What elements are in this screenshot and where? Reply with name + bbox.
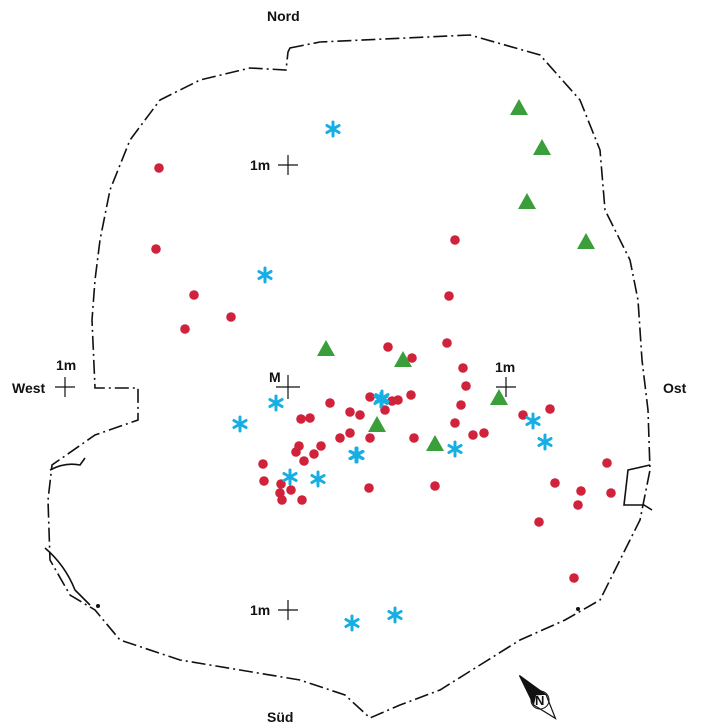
red-circle-marker	[430, 481, 440, 491]
svg-text:M: M	[269, 369, 281, 385]
blue-asterisk-marker	[268, 394, 284, 412]
boundary-east-notch	[623, 464, 653, 511]
east-label: Ost	[663, 380, 687, 396]
boundary-dot-left	[96, 604, 100, 608]
red-circle-marker	[573, 500, 583, 510]
red-circle-marker	[456, 400, 466, 410]
site-boundary	[47, 34, 651, 719]
red-circle-marker	[189, 290, 199, 300]
red-circle-marker	[545, 404, 555, 414]
red-circle-marker	[355, 410, 365, 420]
red-circle-marker	[258, 459, 268, 469]
red-circle-marker	[569, 573, 579, 583]
green-triangle-marker	[426, 435, 444, 451]
grid-cross-center: M	[269, 369, 300, 399]
north-label: Nord	[267, 8, 300, 24]
green-triangle-marker	[577, 233, 595, 249]
blue-asterisk-marker	[325, 120, 341, 138]
red-circle-marker	[383, 342, 393, 352]
red-circle-marker	[291, 447, 301, 457]
red-circle-marker	[286, 485, 296, 495]
red-circle-marker	[154, 163, 164, 173]
red-circle-marker	[305, 413, 315, 423]
red-circle-marker	[406, 390, 416, 400]
red-circle-markers	[151, 163, 616, 583]
red-circle-marker	[458, 363, 468, 373]
svg-text:1m: 1m	[495, 359, 515, 375]
blue-asterisk-marker	[344, 614, 360, 632]
red-circle-marker	[380, 405, 390, 415]
blue-asterisk-marker	[387, 606, 403, 624]
green-triangle-marker	[518, 193, 536, 209]
blue-asterisk-marker	[232, 415, 248, 433]
boundary-southwest	[44, 547, 91, 606]
green-triangle-marker	[510, 99, 528, 115]
north-arrow-icon: N	[518, 675, 557, 720]
green-triangle-marker	[490, 389, 508, 405]
red-circle-marker	[345, 407, 355, 417]
grid-cross-bottom: 1m	[250, 600, 298, 620]
red-circle-marker	[479, 428, 489, 438]
red-circle-marker	[365, 433, 375, 443]
red-circle-marker	[450, 418, 460, 428]
blue-asterisk-marker	[447, 440, 463, 458]
svg-text:1m: 1m	[56, 357, 76, 373]
blue-asterisk-marker	[282, 468, 298, 486]
south-label: Süd	[267, 709, 293, 725]
blue-asterisk-marker	[525, 412, 541, 430]
red-circle-marker	[365, 392, 375, 402]
red-circle-marker	[442, 338, 452, 348]
red-circle-marker	[518, 410, 528, 420]
svg-text:N: N	[535, 693, 544, 708]
red-circle-marker	[364, 483, 374, 493]
red-circle-marker	[180, 324, 190, 334]
green-triangle-marker	[533, 139, 551, 155]
green-triangle-marker	[317, 340, 335, 356]
green-triangle-marker	[394, 351, 412, 367]
red-circle-marker	[450, 235, 460, 245]
red-circle-marker	[468, 430, 478, 440]
green-triangle-marker	[368, 416, 386, 432]
red-circle-marker	[297, 495, 307, 505]
svg-text:1m: 1m	[250, 157, 270, 173]
west-label: West	[12, 380, 46, 396]
red-circle-marker	[299, 456, 309, 466]
red-circle-marker	[277, 495, 287, 505]
red-circle-marker	[606, 488, 616, 498]
blue-asterisk-marker	[537, 433, 553, 451]
red-circle-marker	[534, 517, 544, 527]
boundary-dot-right	[576, 607, 580, 611]
blue-asterisk-marker	[257, 266, 273, 284]
red-circle-marker	[461, 381, 471, 391]
red-circle-marker	[316, 441, 326, 451]
red-circle-marker	[325, 398, 335, 408]
red-circle-marker	[409, 433, 419, 443]
red-circle-marker	[602, 458, 612, 468]
blue-asterisk-marker	[349, 446, 365, 464]
boundary-west-notch	[49, 457, 86, 471]
red-circle-marker	[151, 244, 161, 254]
green-triangle-markers	[317, 99, 595, 451]
red-circle-marker	[444, 291, 454, 301]
blue-asterisk-marker	[374, 389, 390, 407]
svg-text:1m: 1m	[250, 602, 270, 618]
grid-cross-right: 1m	[495, 359, 516, 397]
red-circle-marker	[309, 449, 319, 459]
blue-asterisk-markers	[232, 120, 553, 632]
grid-cross-top: 1m	[250, 155, 298, 175]
red-circle-marker	[576, 486, 586, 496]
red-circle-marker	[550, 478, 560, 488]
red-circle-marker	[407, 353, 417, 363]
red-circle-marker	[296, 414, 306, 424]
red-circle-marker	[335, 433, 345, 443]
red-circle-marker	[393, 395, 403, 405]
red-circle-marker	[259, 476, 269, 486]
red-circle-marker	[226, 312, 236, 322]
red-circle-marker	[345, 428, 355, 438]
grid-cross-left: 1m	[55, 357, 76, 397]
blue-asterisk-marker	[310, 470, 326, 488]
